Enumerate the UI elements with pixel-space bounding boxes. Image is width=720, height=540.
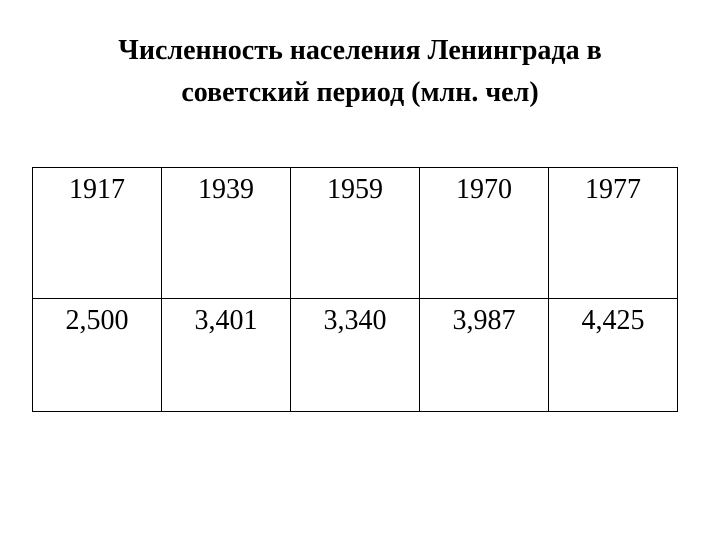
data-table: 1917 1939 1959 1970 1977 2,500 3,401 3,340 3,987… xyxy=(32,167,678,412)
population-cell: 3,340 xyxy=(290,298,420,412)
population-cell: 2,500 xyxy=(32,298,162,412)
population-cell: 3,401 xyxy=(161,298,291,412)
population-cell: 3,987 xyxy=(419,298,549,412)
year-cell: 1977 xyxy=(548,167,678,299)
table-row: 2,500 3,401 3,340 3,987 4,425 xyxy=(32,298,678,412)
year-cell: 1959 xyxy=(290,167,420,299)
slide-title: Численность населения Ленинграда в совет… xyxy=(118,35,602,108)
year-cell: 1939 xyxy=(161,167,291,299)
table-row: 1917 1939 1959 1970 1977 xyxy=(32,167,678,299)
year-cell: 1917 xyxy=(32,167,162,299)
population-cell: 4,425 xyxy=(548,298,678,412)
year-cell: 1970 xyxy=(419,167,549,299)
